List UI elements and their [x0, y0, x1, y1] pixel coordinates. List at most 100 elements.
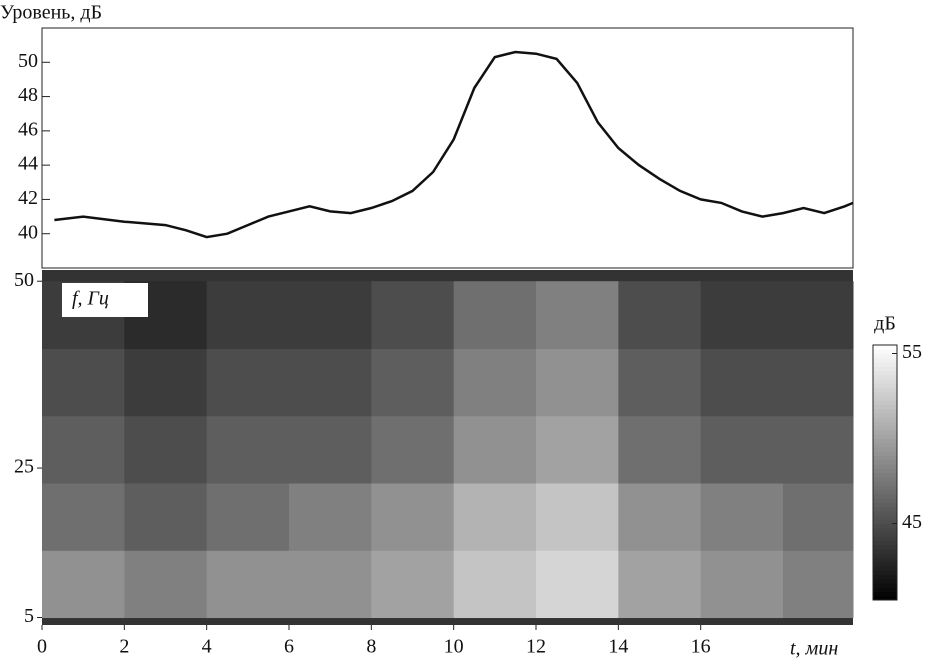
heatmap-cell: [371, 550, 455, 619]
heatmap-cell: [783, 415, 854, 484]
colorbar-step: [873, 447, 897, 452]
heatmap-cell: [289, 281, 372, 349]
colorbar-step: [873, 574, 897, 580]
heatmap-cell: [453, 483, 537, 551]
colorbar-step: [873, 464, 897, 469]
heatmap-cell: [700, 348, 784, 417]
heatmap-cell: [289, 348, 372, 417]
y-tick-label: 48: [18, 84, 38, 106]
heatmap-cell: [536, 483, 619, 551]
y-tick-label: 44: [18, 153, 38, 175]
colorbar-step: [873, 362, 897, 367]
colorbar-step: [873, 544, 897, 550]
x-tick-label: 0: [37, 636, 47, 658]
colorbar-step: [873, 561, 897, 567]
colorbar-step: [873, 438, 897, 444]
colorbar-step: [873, 417, 897, 422]
x-tick-label: 14: [608, 636, 628, 658]
level-line: [54, 50, 854, 239]
heatmap-cell: [42, 415, 125, 484]
colorbar-step: [873, 506, 897, 512]
colorbar-step: [873, 570, 897, 575]
colorbar-step: [873, 413, 897, 418]
colorbar-step: [873, 366, 897, 371]
colorbar-step: [873, 540, 897, 546]
heatmap-cell: [206, 415, 290, 484]
heatmap-cell: [700, 550, 784, 619]
heatmap-cell: [700, 483, 784, 551]
heatmap-cell: [42, 550, 125, 619]
x-axis-title: t, мин: [790, 638, 838, 660]
heatmap-cell: [289, 550, 372, 619]
colorbar-step: [873, 345, 897, 350]
heatmap-cell: [289, 483, 372, 551]
x-tick-label: 10: [444, 636, 464, 658]
y-tick-label: 42: [18, 187, 38, 209]
x-tick-label: 4: [202, 636, 212, 658]
colorbar-step: [873, 425, 897, 431]
colorbar-step: [873, 591, 897, 597]
heatmap-cell: [618, 415, 702, 484]
heatmap-cell: [206, 281, 290, 349]
heatmap-cell: [124, 415, 208, 484]
colorbar-step: [873, 532, 897, 537]
colorbar-step: [873, 489, 897, 495]
y-axis-title: Уровень, дБ: [0, 2, 102, 24]
heatmap-cell: [618, 281, 702, 349]
heatmap-cell: [42, 348, 125, 417]
colorbar-step: [873, 459, 897, 465]
colorbar-step: [873, 493, 897, 499]
colorbar-step: [873, 557, 897, 563]
colorbar-step: [873, 515, 897, 520]
x-tick-label: 6: [284, 636, 294, 658]
heatmap-cell: [618, 348, 702, 417]
y-tick-label: 40: [18, 221, 38, 243]
x-tick-label: 16: [691, 636, 711, 658]
colorbar-tick-label: 45: [902, 511, 922, 533]
colorbar-step: [873, 472, 897, 478]
colorbar-step: [873, 502, 897, 507]
colorbar-step: [873, 476, 897, 482]
heatmap-cell: [206, 348, 290, 417]
heatmap-cell: [783, 348, 854, 417]
colorbar-step: [873, 379, 897, 384]
heatmap-cell: [42, 483, 125, 551]
colorbar-step: [873, 519, 897, 524]
colorbar-step: [873, 566, 897, 571]
heatmap-cell: [453, 415, 537, 484]
heatmap-cell: [124, 348, 208, 417]
colorbar-step: [873, 434, 897, 439]
heatmap-cell: [206, 483, 290, 551]
colorbar-step: [873, 349, 897, 354]
colorbar-step: [873, 553, 897, 558]
heatmap-cell: [783, 550, 854, 619]
heatmap-cell: [783, 483, 854, 551]
colorbar-step: [873, 583, 897, 588]
colorbar-frame: [872, 344, 898, 601]
colorbar-step: [873, 587, 897, 592]
colorbar-step: [873, 400, 897, 405]
colorbar-step: [873, 391, 897, 397]
y-tick-label: 50: [18, 50, 38, 72]
heatmap-cell: [453, 281, 537, 349]
heatmap-cell: [536, 415, 619, 484]
heatmap-cell: [618, 483, 702, 551]
colorbar-step: [873, 451, 897, 456]
colorbar-step: [873, 421, 897, 427]
colorbar-step: [873, 527, 897, 533]
colorbar-title: дБ: [874, 313, 896, 335]
heatmap-cell: [700, 281, 784, 349]
heatmap-cell: [371, 281, 455, 349]
colorbar-step: [873, 357, 897, 363]
heatmap-cell: [783, 281, 854, 349]
y-tick-label: 5: [24, 605, 34, 627]
heatmap-cell: [453, 550, 537, 619]
heatmap-cell: [371, 348, 455, 417]
colorbar-step: [873, 536, 897, 541]
colorbar-step: [873, 442, 897, 448]
ylabel-box: [62, 283, 148, 317]
heatmap-cell: [536, 348, 619, 417]
colorbar-step: [873, 387, 897, 393]
heatmap-cell: [124, 550, 208, 619]
